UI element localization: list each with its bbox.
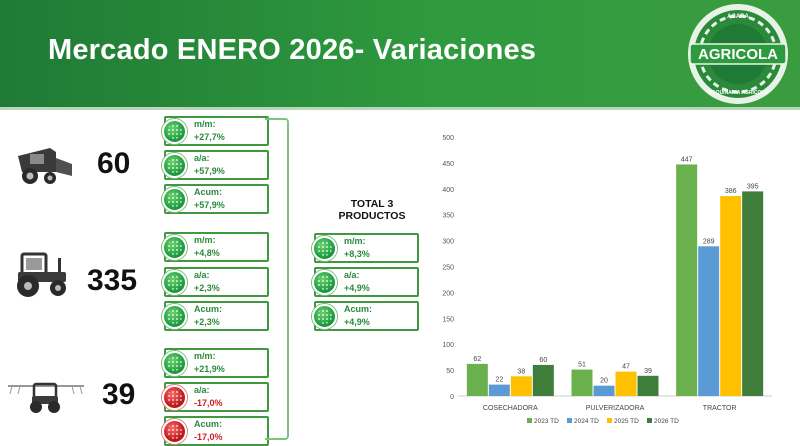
- grouping-bracket: [265, 118, 289, 440]
- red-indicator-icon: [162, 385, 187, 410]
- combine-harvester-icon: [18, 148, 72, 184]
- y-tick-label: 100: [442, 342, 454, 349]
- data-label: 39: [644, 368, 652, 375]
- bar-tractor-2: [720, 196, 742, 396]
- y-tick-label: 250: [442, 265, 454, 272]
- data-label: 395: [747, 183, 759, 190]
- bar-tractor-3: [742, 191, 764, 396]
- data-label: 60: [539, 357, 547, 364]
- svg-text:ACARA: ACARA: [727, 14, 749, 20]
- sprayer-icon: [8, 382, 84, 413]
- y-tick-label: 200: [442, 290, 454, 297]
- green-indicator-icon: [162, 270, 187, 295]
- cosechadora-mm-box: m/m: +27,7%: [162, 116, 269, 146]
- total-aa-box: a/a: +4,9%: [312, 267, 419, 297]
- y-tick-label: 150: [442, 316, 454, 323]
- tractor-acum-box: Acum: +2,3%: [162, 301, 269, 331]
- total-title: TOTAL 3 PRODUCTOS: [338, 198, 406, 222]
- tractor-mm-box: m/m: +4,8%: [162, 232, 269, 262]
- bar-cosechadora-1: [488, 384, 510, 396]
- green-indicator-icon: [312, 270, 337, 295]
- bar-cosechadora-3: [532, 364, 554, 396]
- green-indicator-icon: [162, 187, 187, 212]
- data-label: 62: [473, 356, 481, 363]
- data-label: 51: [578, 362, 586, 369]
- legend-swatch: [607, 418, 612, 423]
- green-indicator-icon: [162, 119, 187, 144]
- category-label: TRACTOR: [703, 405, 737, 412]
- pulverizadora-acum-box: Acum: -17,0%: [162, 416, 269, 446]
- cosechadora-acum-box: Acum: +57,9%: [162, 184, 269, 214]
- page-title: Mercado ENERO 2026- Variaciones: [48, 34, 537, 66]
- pulverizadora-total: 39: [102, 378, 136, 411]
- y-tick-label: 450: [442, 161, 454, 168]
- total-acum-box: Acum: +4,9%: [312, 301, 419, 331]
- green-indicator-icon: [162, 351, 187, 376]
- legend-label: 2026 TD: [654, 418, 679, 425]
- green-indicator-icon: [162, 235, 187, 260]
- bar-pulverizadora-3: [637, 375, 659, 396]
- category-label: COSECHADORA: [483, 405, 538, 412]
- tractor-icon: [17, 252, 66, 297]
- legend-label: 2024 TD: [574, 418, 599, 425]
- y-tick-label: 50: [446, 368, 454, 375]
- red-indicator-icon: [162, 419, 187, 444]
- svg-text:AGRICOLA: AGRICOLA: [698, 46, 778, 63]
- data-label: 38: [517, 368, 525, 375]
- data-label: 289: [703, 238, 715, 245]
- pulverizadora-aa-box: a/a: -17,0%: [162, 382, 269, 412]
- data-label: 386: [725, 188, 737, 195]
- bar-pulverizadora-2: [615, 371, 637, 396]
- green-indicator-icon: [312, 236, 337, 261]
- y-tick-label: 400: [442, 187, 454, 194]
- cosechadora-aa-box: a/a: +57,9%: [162, 150, 269, 180]
- tractor-aa-box: a/a: +2,3%: [162, 267, 269, 297]
- cosechadora-total: 60: [97, 147, 131, 180]
- data-label: 20: [600, 378, 608, 385]
- tractor-total: 335: [87, 264, 138, 297]
- green-indicator-icon: [162, 304, 187, 329]
- green-indicator-icon: [162, 153, 187, 178]
- data-label: 22: [495, 377, 503, 384]
- total-mm-box: m/m: +8,3%: [312, 233, 419, 263]
- bar-tractor-1: [698, 246, 720, 396]
- data-label: 47: [622, 364, 630, 371]
- bar-tractor-0: [676, 164, 698, 396]
- green-indicator-icon: [312, 304, 337, 329]
- legend-swatch: [527, 418, 532, 423]
- legend-label: 2025 TD: [614, 418, 639, 425]
- y-tick-label: 350: [442, 213, 454, 220]
- data-label: 447: [681, 156, 693, 163]
- pulverizadora-mm-box: m/m: +21,9%: [162, 348, 269, 378]
- bar-pulverizadora-1: [593, 385, 615, 396]
- y-tick-label: 500: [442, 135, 454, 142]
- legend-swatch: [567, 418, 572, 423]
- header-banner: Mercado ENERO 2026- Variaciones AGRICOLA…: [0, 0, 800, 107]
- bar-cosechadora-0: [466, 363, 488, 396]
- sales-bar-chart: 0 50 100 150 200 250 300 350 400 450 500 62 22 38 60 CO…: [442, 135, 772, 425]
- legend-swatch: [647, 418, 652, 423]
- legend-label: 2023 TD: [534, 418, 559, 425]
- bar-pulverizadora-0: [571, 369, 593, 396]
- y-tick-label: 0: [450, 394, 454, 401]
- bar-cosechadora-2: [510, 376, 532, 396]
- svg-text:MAQUINARIA AGRICOLA: MAQUINARIA AGRICOLA: [708, 90, 769, 96]
- category-label: PULVERIZADORA: [586, 405, 645, 412]
- y-tick-label: 300: [442, 239, 454, 246]
- header-divider: [0, 107, 800, 110]
- acara-agricola-logo: AGRICOLA ACARA MAQUINARIA AGRICOLA: [688, 4, 788, 104]
